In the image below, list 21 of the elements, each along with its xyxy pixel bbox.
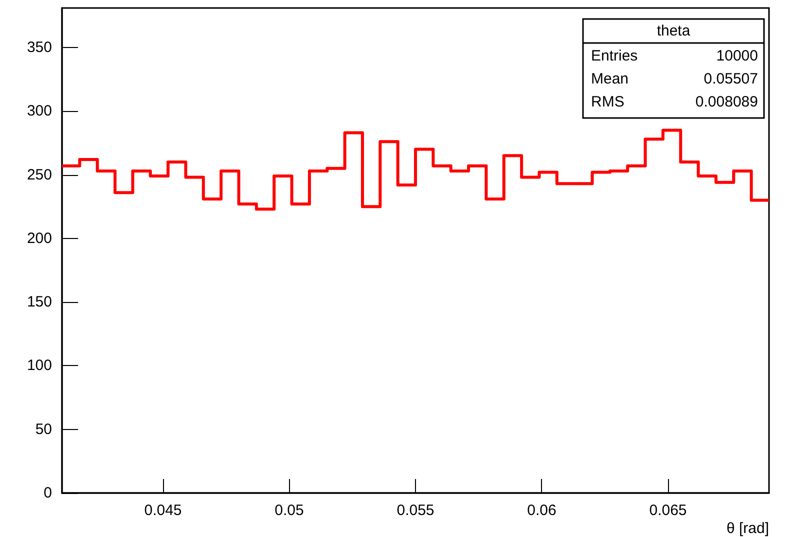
annotation: 10000 <box>716 48 758 64</box>
y-tick-label: 100 <box>26 357 52 374</box>
annotation: theta <box>656 22 691 40</box>
x-axis-title: θ [rad] <box>726 520 769 537</box>
y-tick-label: 200 <box>26 230 52 247</box>
annotation: 0.008089 <box>695 94 758 110</box>
y-tick-label: 150 <box>26 294 52 311</box>
annotation: Entries <box>591 48 638 64</box>
y-tick-label: 250 <box>26 166 52 184</box>
annotation: 0.05507 <box>704 70 758 88</box>
x-tick-label: 0.06 <box>527 502 556 519</box>
x-tick-label: 0.05 <box>274 502 304 519</box>
x-tick-label: 0.055 <box>396 502 434 519</box>
annotation: RMS <box>591 94 624 110</box>
y-tick-label: 350 <box>26 38 52 56</box>
y-tick-label: 50 <box>35 420 52 438</box>
annotation: Mean <box>591 70 629 88</box>
x-tick-label: 0.045 <box>144 502 182 519</box>
y-tick-label: 300 <box>26 102 52 120</box>
y-tick-label: 0 <box>44 484 52 502</box>
x-tick-label: 0.065 <box>649 502 687 519</box>
